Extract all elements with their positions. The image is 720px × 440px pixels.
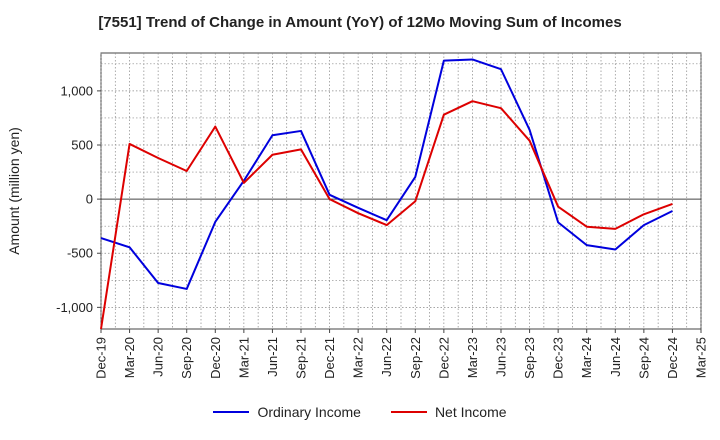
x-tick-label: Sep-21 [294, 337, 309, 379]
y-tick-label: 1,000 [60, 83, 93, 98]
x-tick-label: Mar-20 [122, 337, 137, 378]
x-tick-label: Mar-21 [236, 337, 251, 378]
y-tick-label: -500 [67, 246, 93, 261]
x-tick-label: Dec-19 [94, 337, 109, 379]
x-tick-label: Jun-21 [265, 337, 280, 377]
x-tick-label: Jun-24 [608, 337, 623, 377]
x-tick-label: Dec-21 [322, 337, 337, 379]
legend-swatch-net-income [390, 411, 427, 413]
y-tick-label: 0 [86, 192, 93, 207]
x-gridlines [100, 53, 702, 329]
series-lines [100, 58, 673, 330]
x-tick-label: Mar-25 [694, 337, 709, 378]
x-tick-label: Mar-23 [465, 337, 480, 378]
series-line-ordinary-income [100, 58, 673, 290]
x-tick-label: Jun-22 [379, 337, 394, 377]
x-tick-label: Dec-24 [665, 337, 680, 379]
x-tick-label: Mar-24 [579, 337, 594, 378]
x-tick-label: Sep-23 [522, 337, 537, 379]
y-axis-ticks: 1,000 500 0 -500 -1,000 [56, 83, 101, 315]
legend-swatch-ordinary-income [213, 411, 250, 413]
y-axis-label: Amount (million yen) [6, 127, 22, 255]
x-tick-label: Sep-22 [408, 337, 423, 379]
x-tick-label: Jun-20 [151, 337, 166, 377]
x-tick-label: Sep-20 [179, 337, 194, 379]
x-tick-label: Dec-22 [436, 337, 451, 379]
x-tick-label: Jun-23 [494, 337, 509, 377]
legend-label-ordinary-income: Ordinary Income [257, 404, 361, 420]
x-axis-ticks: Dec-19 Mar-20 Jun-20 Sep-20 Dec-20 Mar-21 Jun-… [94, 329, 709, 379]
legend: Ordinary Income Net Income [0, 404, 720, 420]
series-line-net-income [100, 100, 673, 330]
legend-item-ordinary-income: Ordinary Income [213, 404, 361, 420]
x-tick-label: Dec-20 [208, 337, 223, 379]
x-tick-label: Sep-24 [636, 337, 651, 379]
legend-item-net-income: Net Income [390, 404, 507, 420]
y-tick-label: 500 [71, 138, 93, 153]
x-tick-label: Dec-23 [551, 337, 566, 379]
y-tick-label: -1,000 [56, 300, 93, 315]
chart-title: [7551] Trend of Change in Amount (YoY) o… [98, 14, 622, 31]
x-tick-label: Mar-22 [351, 337, 366, 378]
legend-label-net-income: Net Income [434, 404, 507, 420]
